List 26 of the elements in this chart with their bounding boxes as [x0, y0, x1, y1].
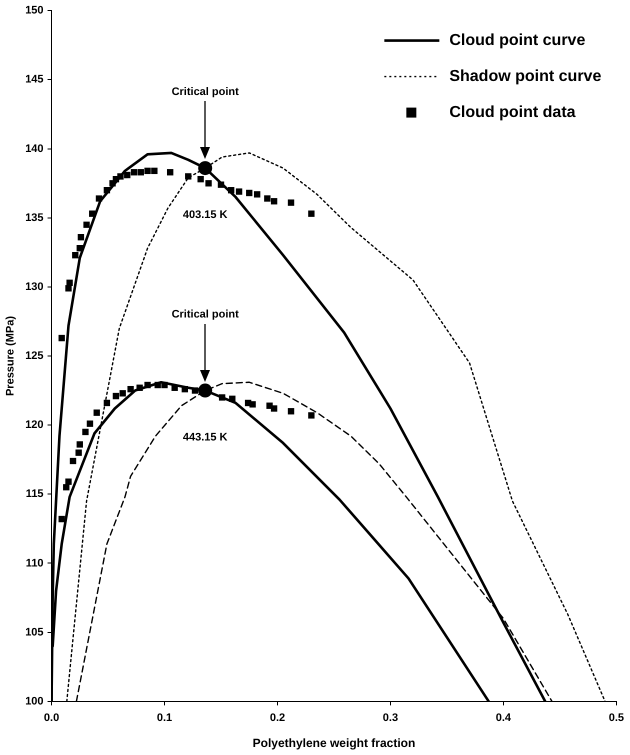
y-tick-label: 145 [25, 74, 44, 86]
y-axis-title: Pressure (MPa) [4, 316, 17, 396]
x-tick-label: 0.1 [156, 712, 172, 724]
y-tick-label: 125 [25, 350, 44, 362]
x-tick-label: 0.4 [496, 712, 512, 724]
y-tick-label: 140 [25, 142, 44, 155]
y-tick-label: 120 [25, 419, 44, 432]
x-axis-title: Polyethylene weight fraction [252, 736, 416, 750]
x-tick-label: 0.2 [270, 712, 286, 724]
y-tick-label: 110 [26, 557, 44, 570]
y-tick-label: 115 [26, 488, 44, 500]
y-tick-label: 100 [25, 695, 44, 708]
y-tick-label: 150 [25, 4, 44, 17]
annotation: 403.15 K [182, 209, 228, 222]
y-tick-label: 130 [25, 280, 44, 293]
x-tick-label: 0.5 [608, 712, 624, 724]
legend-label: Cloud point data [449, 104, 576, 122]
x-tick-label: 0.0 [44, 712, 60, 724]
annotation: 443.15 K [182, 432, 228, 444]
y-tick-label: 105 [25, 626, 44, 638]
legend-label: Cloud point curve [449, 32, 586, 50]
legend-label: Shadow point curve [449, 68, 602, 86]
annotation: Critical point [172, 86, 240, 98]
annotation: Critical point [172, 308, 240, 321]
y-tick-label: 135 [25, 212, 44, 224]
x-tick-label: 0.3 [382, 712, 398, 724]
